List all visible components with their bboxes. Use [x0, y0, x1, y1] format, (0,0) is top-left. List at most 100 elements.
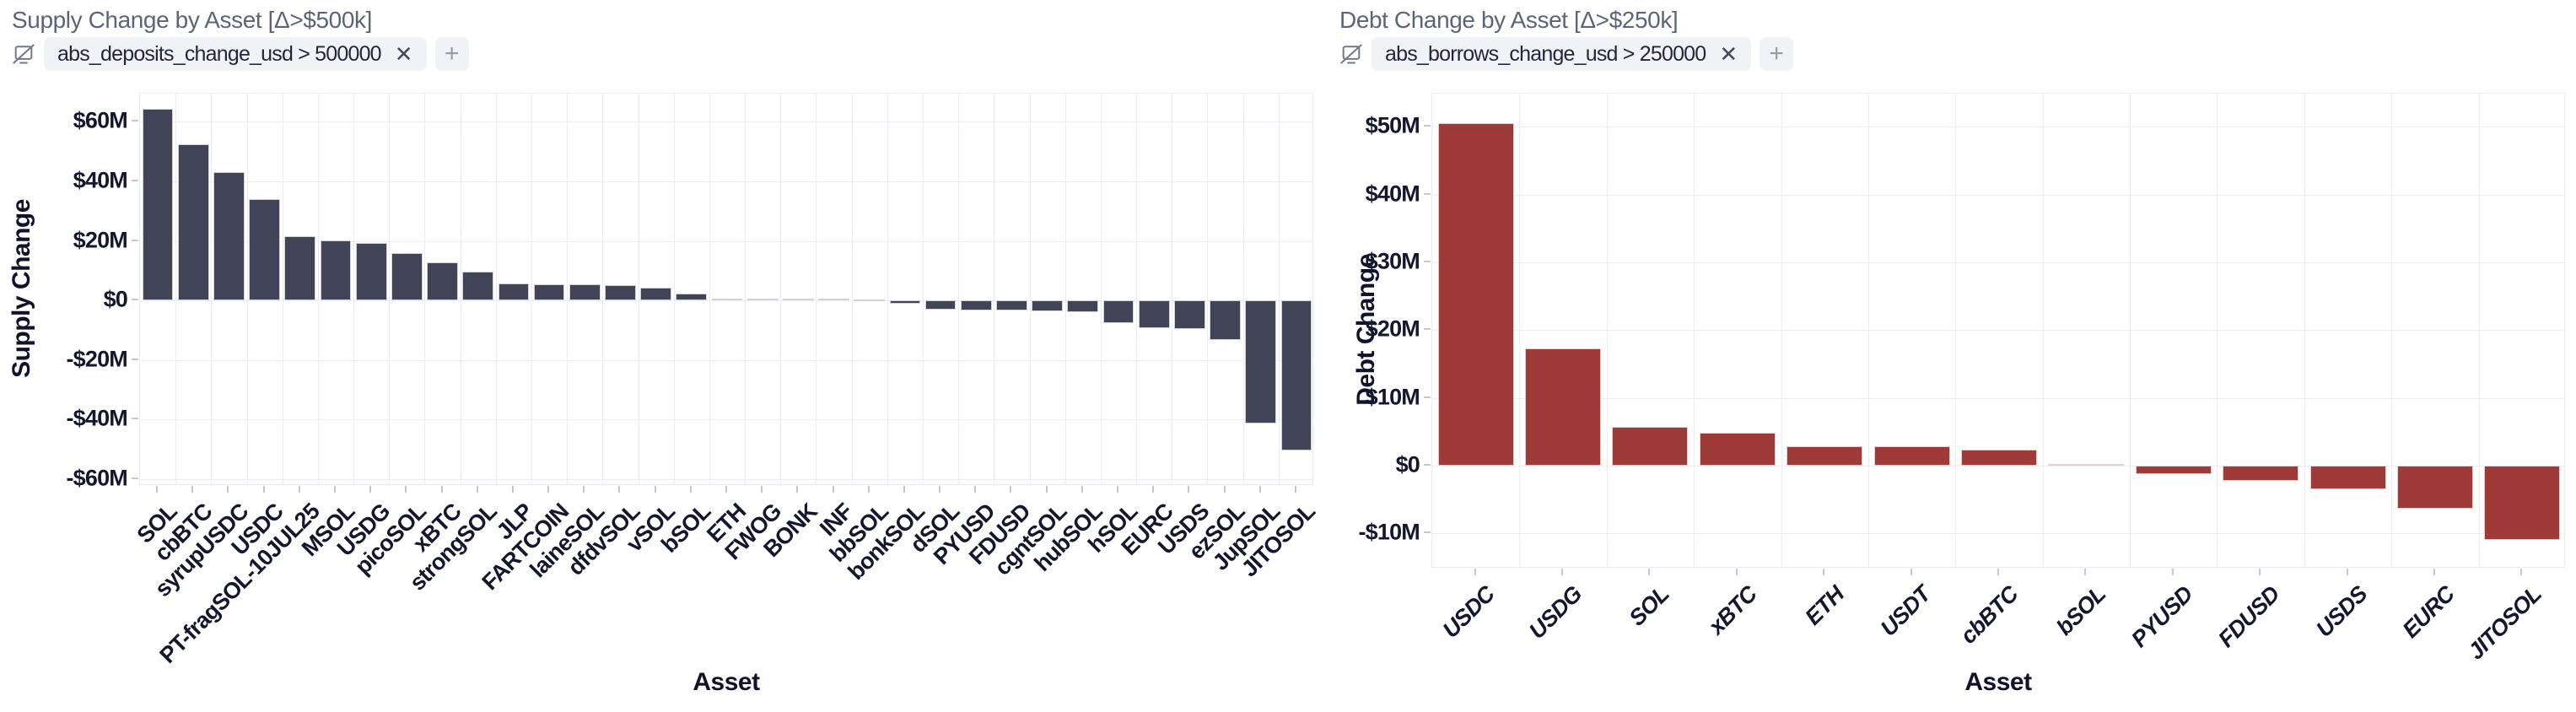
x-tick-mark — [156, 486, 159, 493]
bar-bSOL[interactable] — [676, 294, 708, 300]
y-tick-label: -$40M — [66, 405, 127, 431]
x-tick-mark — [2346, 569, 2348, 575]
bar-vSOL[interactable] — [640, 287, 671, 300]
bar-SOL[interactable] — [142, 108, 174, 300]
close-icon[interactable]: ✕ — [394, 41, 413, 67]
bar-ezSOL[interactable] — [1210, 300, 1241, 340]
bar-dSOL[interactable] — [924, 300, 957, 310]
bar-USDS[interactable] — [2309, 465, 2386, 490]
gridline-vertical — [1781, 94, 1782, 567]
bar-SOL[interactable] — [1612, 427, 1689, 466]
bar-USDG[interactable] — [1525, 348, 1602, 466]
y-tick-label: $0 — [103, 286, 128, 312]
y-tick-mark — [1424, 328, 1431, 331]
bar-bonkSOL[interactable] — [889, 300, 921, 305]
gridline-vertical — [1242, 94, 1244, 484]
bar-FDUSD[interactable] — [996, 300, 1027, 311]
bar-EURC[interactable] — [1138, 300, 1170, 329]
x-tick-mark — [1045, 486, 1048, 493]
bar-hubSOL[interactable] — [1067, 300, 1099, 313]
bar-USDC[interactable] — [249, 199, 280, 300]
gridline-horizontal — [1432, 397, 2564, 399]
bar-USDT[interactable] — [1873, 446, 1950, 466]
y-tick-mark — [1424, 125, 1431, 127]
bar-PYUSD[interactable] — [2135, 465, 2212, 475]
x-tick-mark — [618, 486, 621, 493]
debt-x-axis-title: Asset — [1964, 668, 2032, 696]
bar-ETH[interactable] — [711, 298, 743, 300]
gridline-vertical — [887, 94, 888, 484]
bar-FARTCOIN[interactable] — [533, 283, 565, 300]
bar-cgntSOL[interactable] — [1032, 300, 1063, 312]
gridline-vertical — [1207, 94, 1209, 484]
add-filter-button[interactable]: + — [1760, 37, 1794, 71]
x-tick-label-PYUSD: PYUSD — [2126, 581, 2197, 653]
bar-JLP[interactable] — [498, 283, 530, 300]
bar-strongSOL[interactable] — [462, 271, 494, 300]
close-icon[interactable]: ✕ — [1719, 41, 1738, 67]
bar-MSOL[interactable] — [320, 240, 352, 300]
x-tick-mark — [1474, 569, 1476, 575]
bar-JITOSOL[interactable] — [2484, 465, 2561, 541]
y-tick-label: -$20M — [66, 346, 127, 372]
bar-EURC[interactable] — [2396, 465, 2473, 509]
gridline-horizontal — [140, 300, 1312, 301]
gridline-vertical — [1519, 94, 1521, 567]
bar-syrupUSDC[interactable] — [213, 171, 245, 300]
y-tick-label: -$10M — [1358, 519, 1420, 545]
bar-laineSOL[interactable] — [569, 283, 601, 300]
supply-filter-chip[interactable]: abs_deposits_change_usd > 500000 ✕ — [44, 37, 427, 71]
x-tick-label-USDG: USDG — [1524, 581, 1587, 645]
bar-USDG[interactable] — [355, 243, 387, 300]
bar-PT-fragSOL-10JUL25[interactable] — [284, 235, 316, 300]
x-tick-label-USDT: USDT — [1875, 581, 1936, 641]
add-filter-button[interactable]: + — [434, 37, 469, 71]
gridline-vertical — [923, 94, 924, 484]
bar-cbBTC[interactable] — [1961, 450, 2037, 466]
bar-cbBTC[interactable] — [177, 143, 209, 300]
gridline-vertical — [531, 94, 532, 484]
gridline-vertical — [1100, 94, 1102, 484]
x-tick-mark — [227, 486, 229, 493]
bar-bbSOL[interactable] — [854, 299, 886, 301]
bar-JITOSOL[interactable] — [1280, 300, 1312, 451]
x-tick-mark — [867, 486, 870, 493]
bar-picoSOL[interactable] — [391, 252, 423, 300]
bar-hSOL[interactable] — [1102, 300, 1134, 323]
x-tick-mark — [761, 486, 763, 493]
debt-filter-expression[interactable]: abs_borrows_change_usd > 250000 — [1385, 41, 1706, 66]
gridline-vertical — [317, 94, 319, 484]
bar-bSOL[interactable] — [2048, 463, 2125, 466]
x-tick-mark — [583, 486, 585, 493]
bar-BONK[interactable] — [783, 299, 814, 301]
y-tick-label: $30M — [1365, 248, 1420, 274]
bar-USDS[interactable] — [1174, 300, 1205, 330]
bar-JupSOL[interactable] — [1245, 300, 1277, 423]
x-tick-mark — [939, 486, 941, 493]
x-tick-mark — [1117, 486, 1118, 493]
filter-icon — [1340, 44, 1362, 64]
bar-ETH[interactable] — [1786, 445, 1863, 466]
gridline-vertical — [673, 94, 675, 484]
bar-FWOG[interactable] — [746, 298, 779, 300]
gridline-horizontal — [140, 121, 1312, 123]
bar-xBTC[interactable] — [1699, 433, 1776, 466]
bar-INF[interactable] — [818, 299, 849, 301]
gridline-vertical — [1029, 94, 1031, 484]
supply-filter-expression[interactable]: abs_deposits_change_usd > 500000 — [57, 41, 382, 66]
y-tick-mark — [1424, 260, 1431, 262]
bar-PYUSD[interactable] — [960, 300, 992, 310]
gridline-horizontal — [140, 181, 1312, 182]
gridline-horizontal — [140, 478, 1312, 480]
gridline-vertical — [709, 94, 710, 484]
bar-xBTC[interactable] — [427, 262, 458, 300]
x-tick-mark — [1735, 569, 1738, 575]
y-tick-mark — [1424, 463, 1431, 466]
debt-filter-chip[interactable]: abs_borrows_change_usd > 250000 ✕ — [1372, 37, 1752, 71]
x-tick-mark — [1010, 486, 1012, 493]
x-tick-label-JITOSOL: JITOSOL — [2462, 581, 2546, 665]
gridline-vertical — [851, 94, 853, 484]
bar-dfdvSOL[interactable] — [605, 285, 636, 300]
bar-FDUSD[interactable] — [2223, 465, 2299, 482]
bar-USDC[interactable] — [1437, 122, 1514, 466]
